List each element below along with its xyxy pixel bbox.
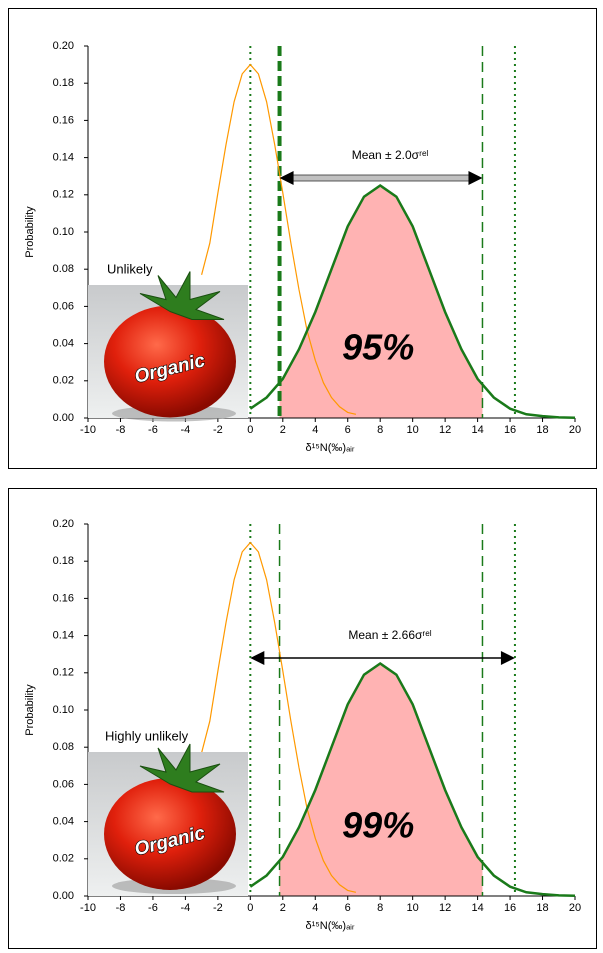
x-tick-label: -8 bbox=[116, 902, 126, 914]
x-tick-label: 12 bbox=[439, 424, 451, 436]
distribution-curve bbox=[249, 183, 576, 420]
tomato-body bbox=[104, 305, 236, 418]
arrow-head bbox=[468, 171, 483, 185]
arrow-head bbox=[279, 171, 294, 185]
chart-panel: 0.00 0.02 0.04 0.06 0.08 0.10 0.12 0.14 0.16 0.18… bbox=[8, 8, 597, 469]
x-tick-label: 4 bbox=[312, 902, 318, 914]
y-axis-label: Probability bbox=[24, 206, 36, 258]
shaded-area bbox=[279, 663, 483, 896]
y-tick-label: 0.14 bbox=[53, 152, 74, 164]
tomato-leaves bbox=[139, 271, 225, 320]
y-axis-label: Probability bbox=[24, 684, 36, 736]
tomato-leaves bbox=[139, 743, 225, 793]
y-tick-label: 0.04 bbox=[53, 816, 74, 828]
percent-label: 95% bbox=[342, 327, 414, 368]
x-tick-label: 4 bbox=[312, 424, 318, 436]
arrow-band bbox=[291, 174, 471, 182]
x-tick-label: -4 bbox=[181, 902, 191, 914]
x-tick-label: 6 bbox=[345, 902, 351, 914]
tomato-image: Organic bbox=[88, 743, 248, 896]
x-tick-label: 20 bbox=[569, 424, 581, 436]
chart-panel: 0.00 0.02 0.04 0.06 0.08 0.10 0.12 0.14 0.16 0.18… bbox=[8, 488, 597, 949]
x-tick-label: 14 bbox=[471, 424, 483, 436]
y-tick-label: 0.16 bbox=[53, 114, 74, 126]
percent-label: 99% bbox=[342, 805, 414, 846]
x-tick-label: -2 bbox=[213, 902, 223, 914]
distribution-curve bbox=[201, 63, 357, 415]
shaded-area bbox=[279, 185, 483, 418]
x-tick-label: 16 bbox=[504, 902, 516, 914]
x-tick-label: 18 bbox=[536, 902, 548, 914]
x-axis-label: δ¹⁵N(‰)ₐᵢᵣ bbox=[305, 442, 354, 454]
x-tick-label: 16 bbox=[504, 424, 516, 436]
y-tick-label: 0.10 bbox=[53, 226, 74, 238]
panel-frame bbox=[8, 8, 597, 469]
x-tick-label: -8 bbox=[116, 424, 126, 436]
panel-frame bbox=[8, 488, 597, 949]
mean-label: Mean ± 2.0σʳᵉˡ bbox=[352, 148, 429, 162]
x-tick-label: -6 bbox=[148, 424, 158, 436]
y-tick-label: 0.02 bbox=[53, 375, 74, 387]
y-tick-label: 0.18 bbox=[53, 77, 74, 89]
x-tick-label: 6 bbox=[345, 424, 351, 436]
x-tick-label: 2 bbox=[280, 902, 286, 914]
x-tick-label: 2 bbox=[280, 424, 286, 436]
x-tick-label: 12 bbox=[439, 902, 451, 914]
x-tick-label: -2 bbox=[213, 424, 223, 436]
x-tick-label: 8 bbox=[377, 902, 383, 914]
y-tick-label: 0.08 bbox=[53, 263, 74, 275]
tomato-body bbox=[104, 778, 236, 890]
y-tick-label: 0.00 bbox=[53, 412, 74, 424]
y-tick-label: 0.06 bbox=[53, 778, 74, 790]
x-tick-label: 0 bbox=[247, 424, 253, 436]
x-tick-label: -6 bbox=[148, 902, 158, 914]
x-tick-label: 14 bbox=[471, 902, 483, 914]
y-tick-label: 0.00 bbox=[53, 890, 74, 902]
y-tick-label: 0.18 bbox=[53, 555, 74, 567]
y-tick-label: 0.02 bbox=[53, 853, 74, 865]
y-tick-label: 0.06 bbox=[53, 300, 74, 312]
x-tick-label: 10 bbox=[407, 424, 419, 436]
y-tick-label: 0.14 bbox=[53, 630, 74, 642]
x-tick-label: 20 bbox=[569, 902, 581, 914]
arrow-head bbox=[500, 651, 515, 665]
y-tick-label: 0.10 bbox=[53, 704, 74, 716]
y-tick-label: 0.12 bbox=[53, 667, 74, 679]
y-tick-label: 0.04 bbox=[53, 338, 74, 350]
x-tick-label: 18 bbox=[536, 424, 548, 436]
x-tick-label: 10 bbox=[407, 902, 419, 914]
y-tick-label: 0.20 bbox=[53, 40, 74, 52]
x-axis-label: δ¹⁵N(‰)ₐᵢᵣ bbox=[305, 920, 354, 932]
arrow-head bbox=[250, 651, 265, 665]
y-tick-label: 0.20 bbox=[53, 518, 74, 530]
y-tick-label: 0.08 bbox=[53, 741, 74, 753]
distribution-curve bbox=[201, 541, 357, 893]
x-tick-label: -10 bbox=[80, 902, 96, 914]
verdict-label: Highly unlikely bbox=[105, 728, 189, 743]
distribution-curve bbox=[249, 661, 576, 898]
tomato-image: Organic bbox=[88, 271, 248, 422]
y-tick-label: 0.16 bbox=[53, 592, 74, 604]
x-tick-label: -10 bbox=[80, 424, 96, 436]
x-tick-label: 0 bbox=[247, 902, 253, 914]
verdict-label: Unlikely bbox=[107, 261, 153, 276]
y-tick-label: 0.12 bbox=[53, 189, 74, 201]
x-tick-label: 8 bbox=[377, 424, 383, 436]
x-tick-label: -4 bbox=[181, 424, 191, 436]
mean-label: Mean ± 2.66σʳᵉˡ bbox=[348, 628, 431, 642]
